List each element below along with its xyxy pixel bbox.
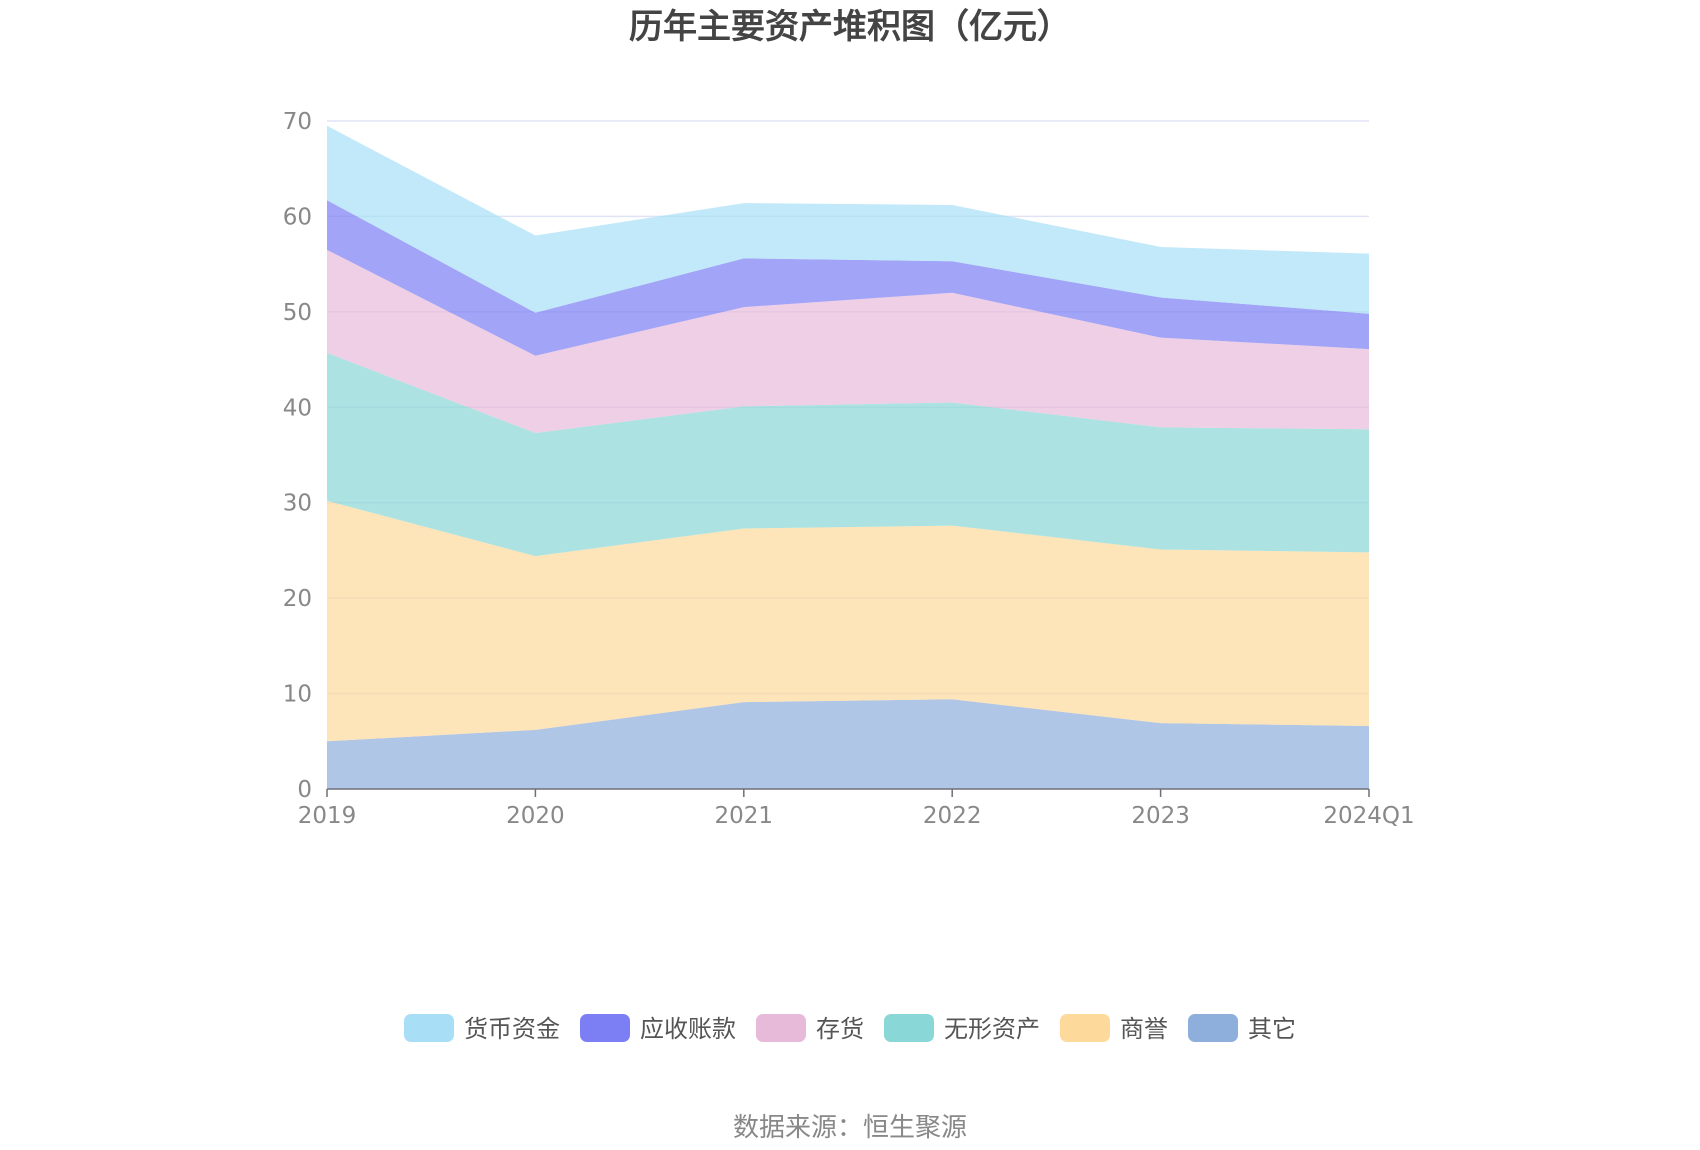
x-tick-label: 2020: [506, 803, 565, 829]
legend-label: 货币资金: [464, 1015, 560, 1043]
area-series-无形资产: [327, 352, 1369, 557]
y-tick-label: 20: [283, 586, 312, 612]
legend-swatch: [884, 1014, 934, 1042]
x-tick-label: 2024Q1: [1323, 803, 1414, 829]
legend-label: 应收账款: [640, 1015, 736, 1043]
y-tick-label: 10: [283, 682, 312, 708]
y-tick-label: 60: [283, 204, 312, 230]
legend-item[interactable]: 存货: [756, 1014, 864, 1043]
area-series-其它: [327, 699, 1369, 789]
y-tick-label: 0: [297, 777, 312, 803]
legend-label: 存货: [816, 1015, 864, 1043]
legend-swatch: [580, 1014, 630, 1042]
x-tick-label: 2022: [923, 803, 982, 829]
y-tick-label: 30: [283, 491, 312, 517]
x-tick-label: 2019: [298, 803, 357, 829]
area-series-货币资金: [327, 125, 1369, 314]
legend-swatch: [1060, 1014, 1110, 1042]
chart-title: 历年主要资产堆积图（亿元）: [629, 7, 1071, 47]
data-source-note: 数据来源：恒生聚源: [733, 1113, 967, 1143]
legend-label: 无形资产: [944, 1015, 1040, 1043]
legend-item[interactable]: 其它: [1188, 1014, 1296, 1043]
area-series-商誉: [327, 500, 1369, 742]
y-tick-label: 40: [283, 395, 312, 421]
legend-item[interactable]: 无形资产: [884, 1014, 1040, 1043]
legend-item[interactable]: 应收账款: [580, 1014, 736, 1043]
area-series-存货: [327, 249, 1369, 434]
legend-swatch: [756, 1014, 806, 1042]
y-tick-label: 70: [283, 109, 312, 135]
area-layer: [327, 125, 1369, 789]
legend-label: 其它: [1248, 1015, 1296, 1043]
legend-item[interactable]: 货币资金: [404, 1014, 560, 1043]
legend: 货币资金 应收账款 存货 无形资产 商誉 其它: [404, 1014, 1296, 1043]
area-series-应收账款: [327, 200, 1369, 356]
x-tick-label: 2023: [1131, 803, 1190, 829]
legend-item[interactable]: 商誉: [1060, 1014, 1168, 1043]
legend-swatch: [404, 1014, 454, 1042]
y-tick-label: 50: [283, 300, 312, 326]
axis-layer: 0 10 20 30 40 50 60 70 2019 2020 2021 2022 2023 2024Q…: [283, 109, 1415, 829]
x-tick-label: 2021: [715, 803, 774, 829]
legend-swatch: [1188, 1014, 1238, 1042]
legend-label: 商誉: [1120, 1015, 1168, 1043]
